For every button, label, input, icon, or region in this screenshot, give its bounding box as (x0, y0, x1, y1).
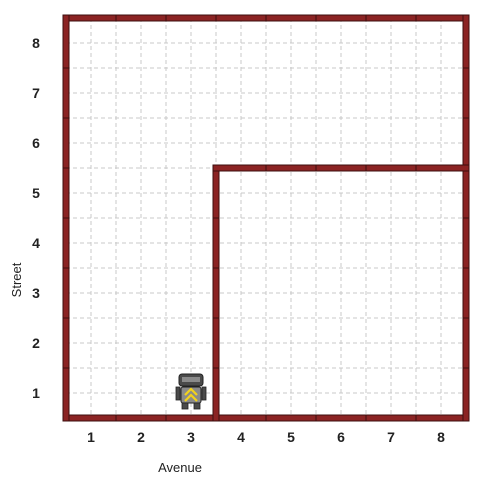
robot-arm-left (175, 386, 181, 401)
chevron-up-icon (184, 393, 198, 402)
street-tick-label: 5 (32, 185, 40, 201)
robot-arm-right (201, 386, 207, 401)
inner-wall-horizontal (212, 164, 470, 172)
avenue-tick-label: 5 (287, 429, 295, 445)
avenue-tick-labels: 1 2 3 4 5 6 7 8 (87, 429, 445, 445)
street-tick-label: 6 (32, 135, 40, 151)
street-tick-labels: 1 2 3 4 5 6 7 8 (32, 35, 40, 401)
walls (62, 14, 470, 422)
grid-lines (66, 18, 466, 418)
street-tick-label: 2 (32, 335, 40, 351)
robot-visor (182, 377, 200, 382)
x-axis-title: Avenue (158, 460, 202, 475)
avenue-tick-label: 7 (387, 429, 395, 445)
robot-icon[interactable] (175, 373, 207, 410)
street-tick-label: 7 (32, 85, 40, 101)
street-tick-label: 1 (32, 385, 40, 401)
robot-leg-left (181, 402, 189, 410)
robot-leg-right (193, 402, 201, 410)
avenue-tick-label: 1 (87, 429, 95, 445)
avenue-tick-label: 8 (437, 429, 445, 445)
street-tick-label: 4 (32, 235, 40, 251)
street-tick-label: 3 (32, 285, 40, 301)
avenue-tick-label: 6 (337, 429, 345, 445)
y-axis-title: Street (9, 262, 24, 297)
avenue-tick-label: 3 (187, 429, 195, 445)
inner-wall-vertical (212, 164, 220, 422)
avenue-tick-label: 4 (237, 429, 245, 445)
robot-direction-arrow-icon (184, 387, 198, 402)
street-tick-label: 8 (32, 35, 40, 51)
chevron-up-icon (184, 387, 198, 396)
avenue-tick-label: 2 (137, 429, 145, 445)
